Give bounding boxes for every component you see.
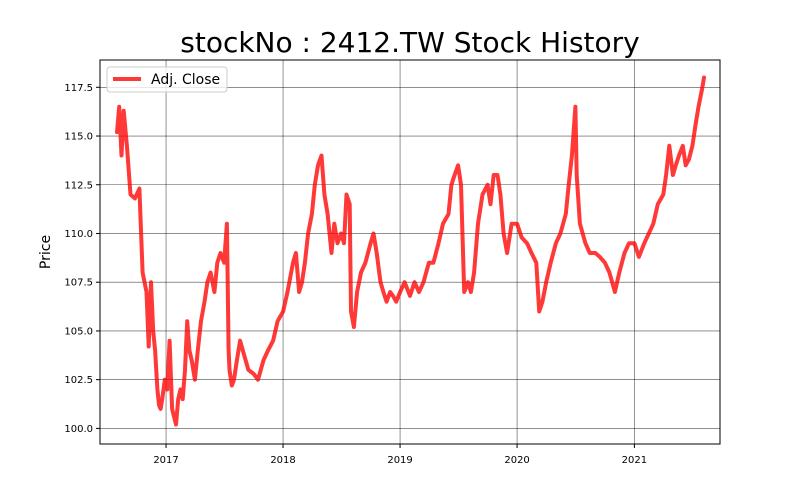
plot-area xyxy=(100,60,720,444)
y-tick-label: 100.0 xyxy=(64,424,93,435)
legend-box xyxy=(106,66,228,93)
y-tick-label: 117.5 xyxy=(64,83,93,94)
y-axis-ticks: 100.0 102.5 105.0 107.5 110.0 112.5 115.0 117.5 xyxy=(64,83,100,435)
x-tick-label: 2021 xyxy=(622,455,647,466)
y-tick-label: 110.0 xyxy=(64,229,93,240)
y-tick-label: 112.5 xyxy=(64,180,93,191)
y-tick-label: 115.0 xyxy=(64,132,93,143)
x-tick-label: 2018 xyxy=(270,455,295,466)
legend: Adj. Close xyxy=(106,66,228,93)
y-tick-label: 107.5 xyxy=(64,278,93,289)
series-layer xyxy=(115,75,706,427)
legend-label-adj-close: Adj. Close xyxy=(151,72,220,88)
plot-frame xyxy=(99,59,721,445)
x-tick-label: 2019 xyxy=(387,455,412,466)
y-axis-label: Price xyxy=(38,235,54,269)
x-axis-ticks: 2017 2018 2019 2020 2021 xyxy=(153,444,647,466)
y-tick-label: 105.0 xyxy=(64,326,93,337)
x-tick-label: 2017 xyxy=(153,455,178,466)
y-tick-label: 102.5 xyxy=(64,375,93,386)
x-tick-label: 2020 xyxy=(504,455,529,466)
series-line-adj-close xyxy=(115,75,706,427)
chart-title: stockNo : 2412.TW Stock History xyxy=(180,26,639,59)
